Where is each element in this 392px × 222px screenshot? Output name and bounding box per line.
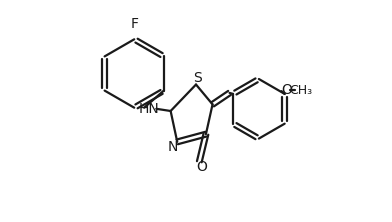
Text: O: O	[281, 83, 292, 97]
Text: CH₃: CH₃	[289, 83, 312, 97]
Text: N: N	[168, 140, 178, 154]
Text: F: F	[130, 17, 138, 31]
Text: HN: HN	[138, 102, 159, 116]
Text: O: O	[196, 160, 207, 174]
Text: S: S	[193, 71, 201, 85]
